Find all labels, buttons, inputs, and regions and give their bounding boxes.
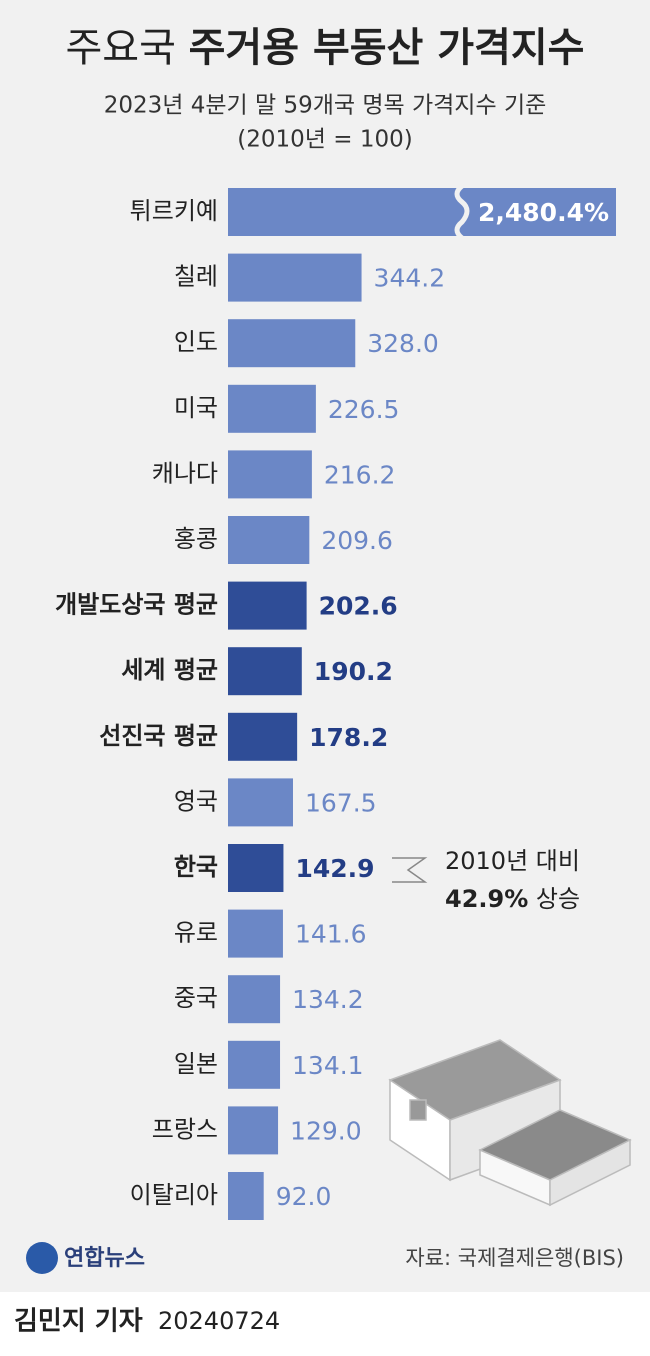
date: 20240724 — [158, 1307, 280, 1335]
author: 김민지 기자 — [14, 1307, 143, 1337]
category-label: 유로 — [174, 919, 218, 947]
logo: 연합뉴스 — [64, 1245, 145, 1271]
bar — [228, 253, 362, 302]
bar — [228, 581, 307, 630]
category-label: 선진국 평균 — [99, 722, 218, 750]
bar — [228, 844, 284, 892]
value-label: 209.6 — [321, 526, 393, 555]
value-label: 190.2 — [314, 657, 393, 686]
chart-title: 주요국 주거용 부동산 가격지수 — [66, 25, 585, 71]
category-label: 인도 — [174, 328, 218, 356]
value-label: 202.6 — [319, 592, 398, 621]
category-label: 영국 — [174, 787, 218, 815]
bar — [228, 975, 281, 1024]
bar — [228, 1040, 281, 1089]
bar — [228, 450, 312, 499]
bar — [228, 384, 316, 433]
logo-icon — [26, 1242, 58, 1274]
title-light: 주요국 — [66, 25, 176, 71]
bar — [228, 188, 616, 236]
title-bold: 주거용 부동산 가격지수 — [189, 25, 585, 71]
value-label: 167.5 — [305, 788, 377, 817]
subtitle: (2010년 = 100) — [237, 127, 412, 153]
category-label: 칠레 — [174, 263, 218, 291]
category-label: 미국 — [174, 394, 218, 422]
value-label: 134.2 — [292, 985, 364, 1014]
bar — [228, 712, 298, 761]
value-label: 226.5 — [328, 395, 400, 424]
value-label: 129.0 — [290, 1116, 362, 1145]
category-label: 중국 — [174, 984, 218, 1012]
value-label: 134.1 — [292, 1051, 364, 1080]
bar — [228, 909, 283, 958]
bar — [228, 778, 293, 827]
value-label: 142.9 — [295, 854, 374, 883]
bar — [228, 1106, 279, 1155]
bar — [228, 319, 356, 368]
subtitle: 2023년 4분기 말 59개국 명목 가격지수 기준 — [104, 93, 547, 119]
category-label: 이탈리아 — [130, 1181, 218, 1209]
category-label: 프랑스 — [152, 1115, 218, 1143]
bar — [228, 516, 310, 564]
annotation-bold: 42.9% — [445, 885, 528, 913]
value-label: 141.6 — [295, 920, 367, 949]
value-label: 216.2 — [324, 460, 396, 489]
bar — [228, 647, 302, 696]
category-label: 세계 평균 — [121, 656, 218, 684]
value-label: 178.2 — [309, 723, 388, 752]
category-label: 홍콩 — [174, 525, 218, 553]
plot-area — [228, 188, 616, 1220]
category-label: 한국 — [174, 853, 218, 881]
source: 자료: 국제결제은행(BIS) — [405, 1246, 624, 1270]
annotation-bracket — [392, 857, 428, 883]
value-label: 92.0 — [276, 1182, 332, 1211]
bar — [228, 1172, 264, 1220]
value-label: 328.0 — [367, 329, 439, 358]
category-label: 캐나다 — [152, 459, 218, 487]
house-illustration — [388, 1039, 632, 1207]
annotation-text: 상승 — [536, 885, 580, 913]
value-label: 2,480.4% — [478, 198, 609, 227]
annotation: 2010년 대비 — [445, 847, 580, 875]
category-label: 개발도상국 평균 — [55, 591, 218, 619]
category-label: 일본 — [174, 1050, 218, 1078]
value-label: 344.2 — [374, 264, 446, 293]
axis-break — [454, 184, 470, 240]
annotation: 42.9% 상승 — [445, 885, 580, 913]
category-label: 튀르키예 — [130, 197, 218, 225]
